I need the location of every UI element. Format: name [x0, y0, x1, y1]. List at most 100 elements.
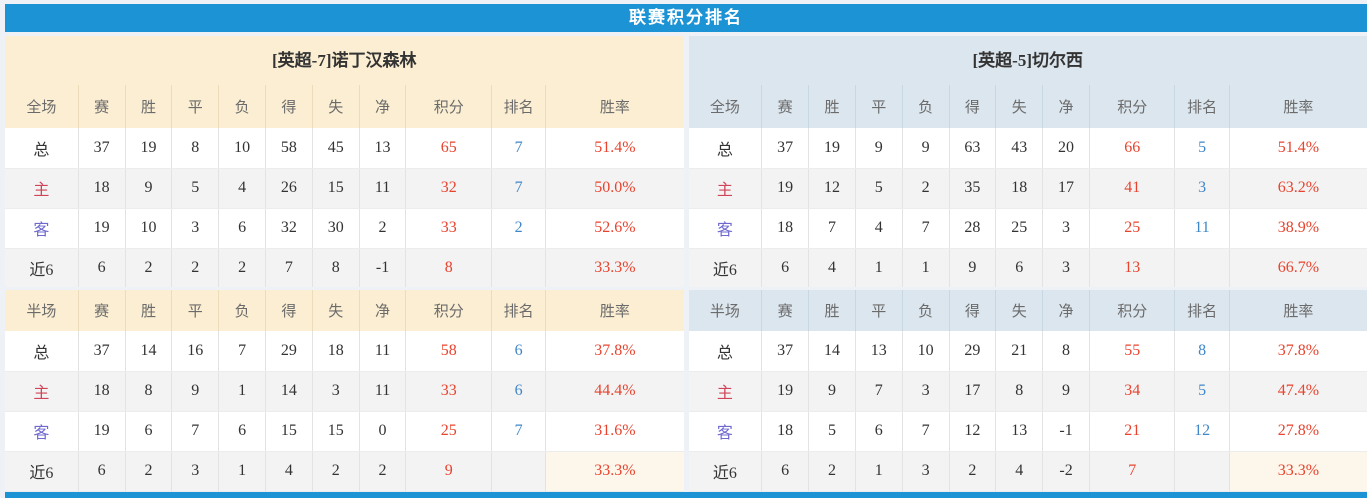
stat-cell: 11	[359, 371, 407, 412]
table-row-total: 总 37 19 9 9 63 43 20 66 5 51.4%	[688, 128, 1367, 169]
win-rate-cell: 33.3%	[545, 451, 684, 492]
stat-cell: 63	[949, 128, 997, 169]
stat-cell: 3	[312, 371, 360, 412]
points-cell: 9	[405, 451, 492, 492]
row-label: 客	[688, 411, 763, 452]
row-label: 主	[688, 168, 763, 209]
stat-cell: 19	[808, 128, 856, 169]
stat-cell: 14	[265, 371, 313, 412]
rank-cell: 8	[1174, 331, 1230, 372]
row-label: 总	[5, 128, 79, 169]
table-row-home: 主 19 12 5 2 35 18 17 41 3 63.2%	[688, 168, 1367, 209]
stat-cell: 2	[359, 208, 407, 249]
row-label: 总	[688, 128, 763, 169]
stat-cell: 20	[1042, 128, 1090, 169]
stat-cell: 10	[125, 208, 173, 249]
stat-cell: 13	[855, 331, 903, 372]
stat-cell: 2	[359, 451, 407, 492]
column-header-stat: 失	[995, 286, 1044, 331]
stat-cell: 18	[995, 168, 1044, 209]
section-label: 全场	[688, 85, 763, 128]
table-row-away: 客 19 10 3 6 32 30 2 33 2 52.6%	[5, 208, 684, 249]
stat-cell: 10	[902, 331, 950, 372]
title-bar: 联赛积分排名	[5, 4, 1367, 32]
win-rate-cell: 50.0%	[545, 168, 684, 209]
stat-cell: 1	[218, 451, 267, 492]
stat-cell: 13	[359, 128, 407, 169]
column-header-stat: 胜	[808, 286, 856, 331]
win-rate-cell: 37.8%	[1229, 331, 1367, 372]
points-cell: 13	[1089, 248, 1176, 289]
stat-cell: 2	[125, 248, 173, 289]
column-header-row: 半场赛胜平负得失净积分 排名 胜率	[688, 286, 1367, 331]
stat-cell: 43	[995, 128, 1044, 169]
rank-cell	[1174, 451, 1230, 492]
win-rate-cell: 66.7%	[1229, 248, 1367, 289]
rank-cell: 6	[491, 371, 547, 412]
column-header-stat: 赛	[761, 85, 810, 128]
stat-cell: 6	[78, 451, 126, 492]
table-row-total: 总 37 14 16 7 29 18 11 58 6 37.8%	[5, 331, 684, 372]
win-rate-cell: 52.6%	[545, 208, 684, 249]
win-rate-cell: 37.8%	[545, 331, 684, 372]
stat-cell: 4	[265, 451, 313, 492]
stat-cell: 14	[125, 331, 173, 372]
column-header-rank: 排名	[1174, 85, 1230, 128]
stat-cell: 7	[171, 411, 220, 452]
stat-cell: 9	[125, 168, 173, 209]
win-rate-cell: 51.4%	[545, 128, 684, 169]
table-row-away: 客 18 5 6 7 12 13 -1 21 12 27.8%	[688, 411, 1367, 452]
stat-cell: 4	[995, 451, 1044, 492]
stat-cell: 37	[761, 331, 810, 372]
column-header-stat: 负	[218, 85, 267, 128]
column-header-row: 半场赛胜平负得失净积分 排名 胜率	[5, 286, 684, 331]
column-header-stat: 胜	[808, 85, 856, 128]
team-table-left: [英超-7]诺丁汉森林 全场赛胜平负得失净积分 排名 胜率总 37 19 8 10 58 45 13…	[5, 36, 684, 492]
points-cell: 32	[405, 168, 492, 209]
stats-table: 全场赛胜平负得失净积分 排名 胜率总 37 19 9 9 63 43 20 66 5 51.4% 主 19 1…	[688, 85, 1367, 492]
column-header-stat: 得	[949, 286, 997, 331]
points-cell: 8	[405, 248, 492, 289]
stat-cell: 7	[855, 371, 903, 412]
win-rate-cell: 44.4%	[545, 371, 684, 412]
stat-cell: 35	[949, 168, 997, 209]
stats-table: 全场赛胜平负得失净积分 排名 胜率总 37 19 8 10 58 45 13 65 7 51.4% 主 18…	[5, 85, 684, 492]
column-header-rate: 胜率	[1229, 85, 1367, 128]
row-label: 客	[5, 411, 79, 452]
rank-cell: 2	[491, 208, 547, 249]
win-rate-cell: 33.3%	[1229, 451, 1367, 492]
table-row-away: 客 19 6 7 6 15 15 0 25 7 31.6%	[5, 411, 684, 452]
stat-cell: 1	[218, 371, 267, 412]
stat-cell: 4	[855, 208, 903, 249]
stat-cell: 12	[808, 168, 856, 209]
win-rate-cell: 27.8%	[1229, 411, 1367, 452]
stat-cell: 37	[761, 128, 810, 169]
stat-cell: 58	[265, 128, 313, 169]
points-cell: 58	[405, 331, 492, 372]
page-title: 联赛积分排名	[629, 8, 743, 27]
stat-cell: 18	[312, 331, 360, 372]
column-header-stat: 负	[902, 286, 950, 331]
stat-cell: 6	[78, 248, 126, 289]
stat-cell: 2	[949, 451, 997, 492]
column-header-stat: 得	[949, 85, 997, 128]
stat-cell: 7	[808, 208, 856, 249]
stat-cell: 17	[949, 371, 997, 412]
stat-cell: 18	[78, 371, 126, 412]
stat-cell: 6	[125, 411, 173, 452]
column-header-stat: 负	[218, 286, 267, 331]
stat-cell: 19	[78, 411, 126, 452]
stat-cell: 1	[855, 248, 903, 289]
column-header-stat: 赛	[78, 85, 126, 128]
column-header-stat: 平	[171, 286, 220, 331]
stat-cell: 21	[995, 331, 1044, 372]
stat-cell: 18	[78, 168, 126, 209]
points-cell: 33	[405, 371, 492, 412]
stat-cell: 19	[761, 168, 810, 209]
table-row-total: 总 37 19 8 10 58 45 13 65 7 51.4%	[5, 128, 684, 169]
stat-cell: 2	[171, 248, 220, 289]
stat-cell: 13	[995, 411, 1044, 452]
rank-cell: 7	[491, 411, 547, 452]
stat-cell: 11	[359, 331, 407, 372]
